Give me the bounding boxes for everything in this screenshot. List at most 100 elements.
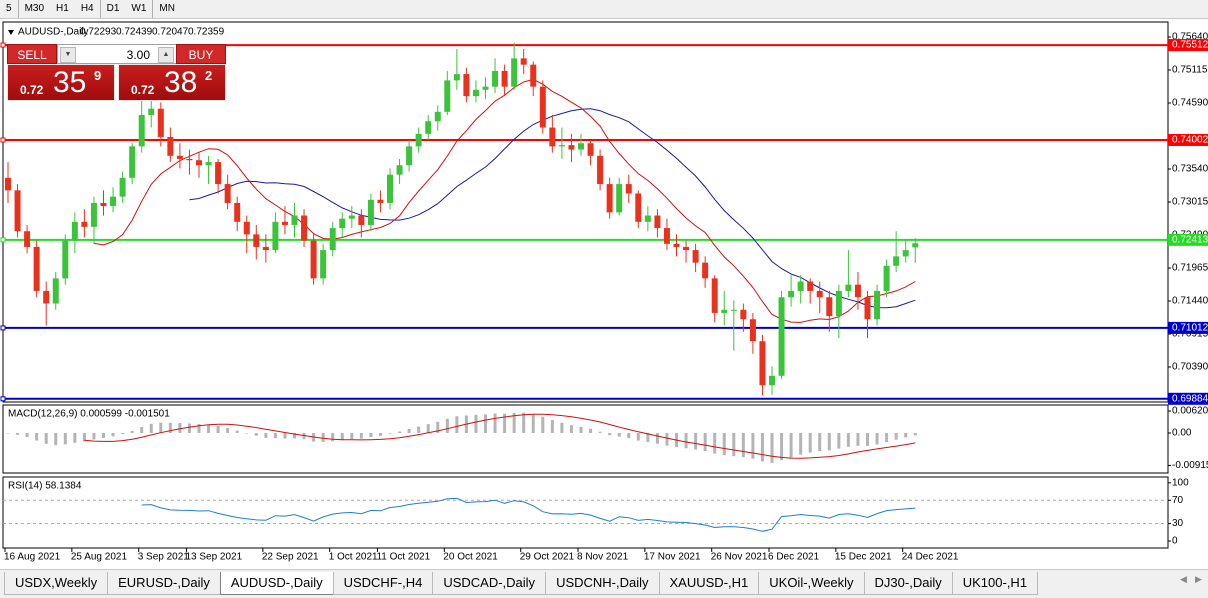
- macd-histogram: [531, 413, 535, 433]
- macd-histogram: [245, 432, 249, 434]
- price-prefix: 0.72: [20, 83, 44, 97]
- candle-body: [606, 184, 613, 213]
- y-tick-label: 0.74590: [1172, 98, 1208, 109]
- macd-histogram: [426, 424, 430, 433]
- candle-body: [893, 256, 900, 266]
- candle-body: [740, 309, 747, 320]
- macd-panel: [2, 404, 1169, 474]
- candle-body: [673, 243, 680, 247]
- candle-body: [90, 202, 97, 227]
- macd-histogram: [140, 427, 144, 433]
- candle-body: [807, 281, 814, 291]
- candle-body: [463, 74, 470, 97]
- scroll-left[interactable]: ◀: [1180, 574, 1187, 584]
- macd-histogram: [187, 423, 191, 433]
- timeframe-button[interactable]: MN: [152, 0, 181, 18]
- macd-title: MACD(12,26,9) 0.000599 -0.001501: [8, 409, 170, 420]
- macd-histogram: [856, 432, 860, 446]
- level-handle: [0, 42, 6, 48]
- x-tick-label: 20 Oct 2021: [443, 552, 498, 563]
- macd-histogram: [369, 432, 373, 438]
- chart-tab[interactable]: UK100-,H1: [951, 572, 1039, 595]
- candle-body: [501, 70, 508, 87]
- candle-body: [196, 160, 202, 166]
- macd-histogram: [866, 432, 869, 446]
- macd-histogram: [35, 432, 39, 441]
- macd-histogram: [741, 432, 745, 458]
- macd-histogram: [445, 418, 449, 433]
- y-tick-label: 0.73540: [1172, 164, 1208, 175]
- timeframe-button[interactable]: D1: [99, 0, 126, 18]
- x-tick-label: 29 Oct 2021: [520, 552, 575, 563]
- buy-button[interactable]: BUY: [176, 44, 226, 64]
- level-handle: [0, 137, 6, 143]
- macd-histogram: [751, 432, 755, 459]
- chart-tab[interactable]: XAUUSD-,H1: [658, 572, 760, 595]
- candle-body: [253, 234, 260, 247]
- chart-tab[interactable]: USDCHF-,H4: [332, 572, 434, 595]
- timeframe-button[interactable]: W1: [131, 3, 147, 14]
- macd-histogram: [455, 416, 459, 433]
- candle-body: [816, 290, 823, 298]
- y-tick-label: 100: [1172, 477, 1189, 488]
- level-label: 0.74002: [1172, 135, 1208, 146]
- macd-histogram: [732, 432, 736, 457]
- chart-tab[interactable]: USDCAD-,Daily: [432, 572, 547, 595]
- ohlc-close: 0.72359: [188, 27, 225, 38]
- chart-tab[interactable]: DJ30-,Daily: [863, 572, 953, 595]
- candle-body: [788, 290, 795, 298]
- macd-histogram: [770, 432, 774, 463]
- scroll-right[interactable]: ▶: [1195, 574, 1202, 584]
- macd-histogram: [102, 432, 105, 439]
- timeframe-button[interactable]: M30: [17, 0, 50, 18]
- macd-histogram: [694, 432, 698, 450]
- candle-body: [530, 64, 537, 87]
- macd-histogram: [512, 412, 516, 433]
- chart-tab[interactable]: AUDUSD-,Daily: [219, 572, 334, 595]
- macd-histogram: [684, 432, 688, 449]
- x-tick-label: 24 Dec 2021: [902, 552, 959, 563]
- timeframe-button[interactable]: H1: [56, 3, 69, 14]
- macd-histogram: [646, 432, 650, 443]
- y-tick-label: 0.71440: [1172, 296, 1208, 307]
- chart-tab[interactable]: EURUSD-,Daily: [107, 572, 221, 595]
- macd-histogram: [789, 432, 793, 458]
- y-tick-label: 0.006201: [1172, 406, 1208, 417]
- macd-histogram: [226, 428, 230, 433]
- candle-body: [625, 184, 632, 194]
- timeframe-button[interactable]: 5: [6, 3, 12, 14]
- candle-body: [492, 70, 499, 87]
- macd-histogram: [168, 422, 172, 433]
- macd-histogram: [216, 426, 220, 433]
- chart-title: AUDUSD-,Daily: [18, 27, 89, 38]
- macd-histogram: [121, 432, 125, 435]
- lot-size[interactable]: ▼ 3.00 ▲: [57, 44, 177, 64]
- candle-body: [845, 284, 852, 291]
- macd-histogram: [665, 432, 669, 446]
- lot-increase[interactable]: ▲: [158, 47, 174, 63]
- candle-body: [568, 145, 575, 150]
- candle-body: [281, 221, 288, 225]
- sell-button[interactable]: SELL: [7, 44, 57, 64]
- candle-body: [511, 58, 518, 87]
- chart-tabs: USDX,Weekly EURUSD-,Daily AUDUSD-,Daily USD…: [0, 569, 1208, 598]
- macd-histogram: [760, 432, 764, 462]
- chart-tab[interactable]: USDX,Weekly: [4, 572, 109, 595]
- candle-body: [43, 290, 50, 304]
- candle-body: [291, 215, 298, 225]
- buy-price[interactable]: 0.72 38 2: [118, 64, 226, 101]
- price-pip: 2: [205, 68, 213, 83]
- chart-tab[interactable]: UKOil-,Weekly: [758, 572, 865, 595]
- candle-body: [157, 108, 164, 137]
- timeframe-button[interactable]: H4: [80, 3, 94, 14]
- candle-body: [377, 199, 384, 203]
- macd-histogram: [407, 429, 411, 433]
- candle-body: [129, 146, 136, 178]
- lot-decrease[interactable]: ▼: [60, 47, 76, 63]
- macd-histogram: [321, 432, 325, 443]
- candle-body: [587, 143, 594, 156]
- macd-histogram: [331, 432, 335, 442]
- chart-tab[interactable]: USDCNH-,Daily: [545, 572, 660, 595]
- sell-price[interactable]: 0.72 35 9: [7, 64, 115, 101]
- macd-histogram: [388, 432, 392, 434]
